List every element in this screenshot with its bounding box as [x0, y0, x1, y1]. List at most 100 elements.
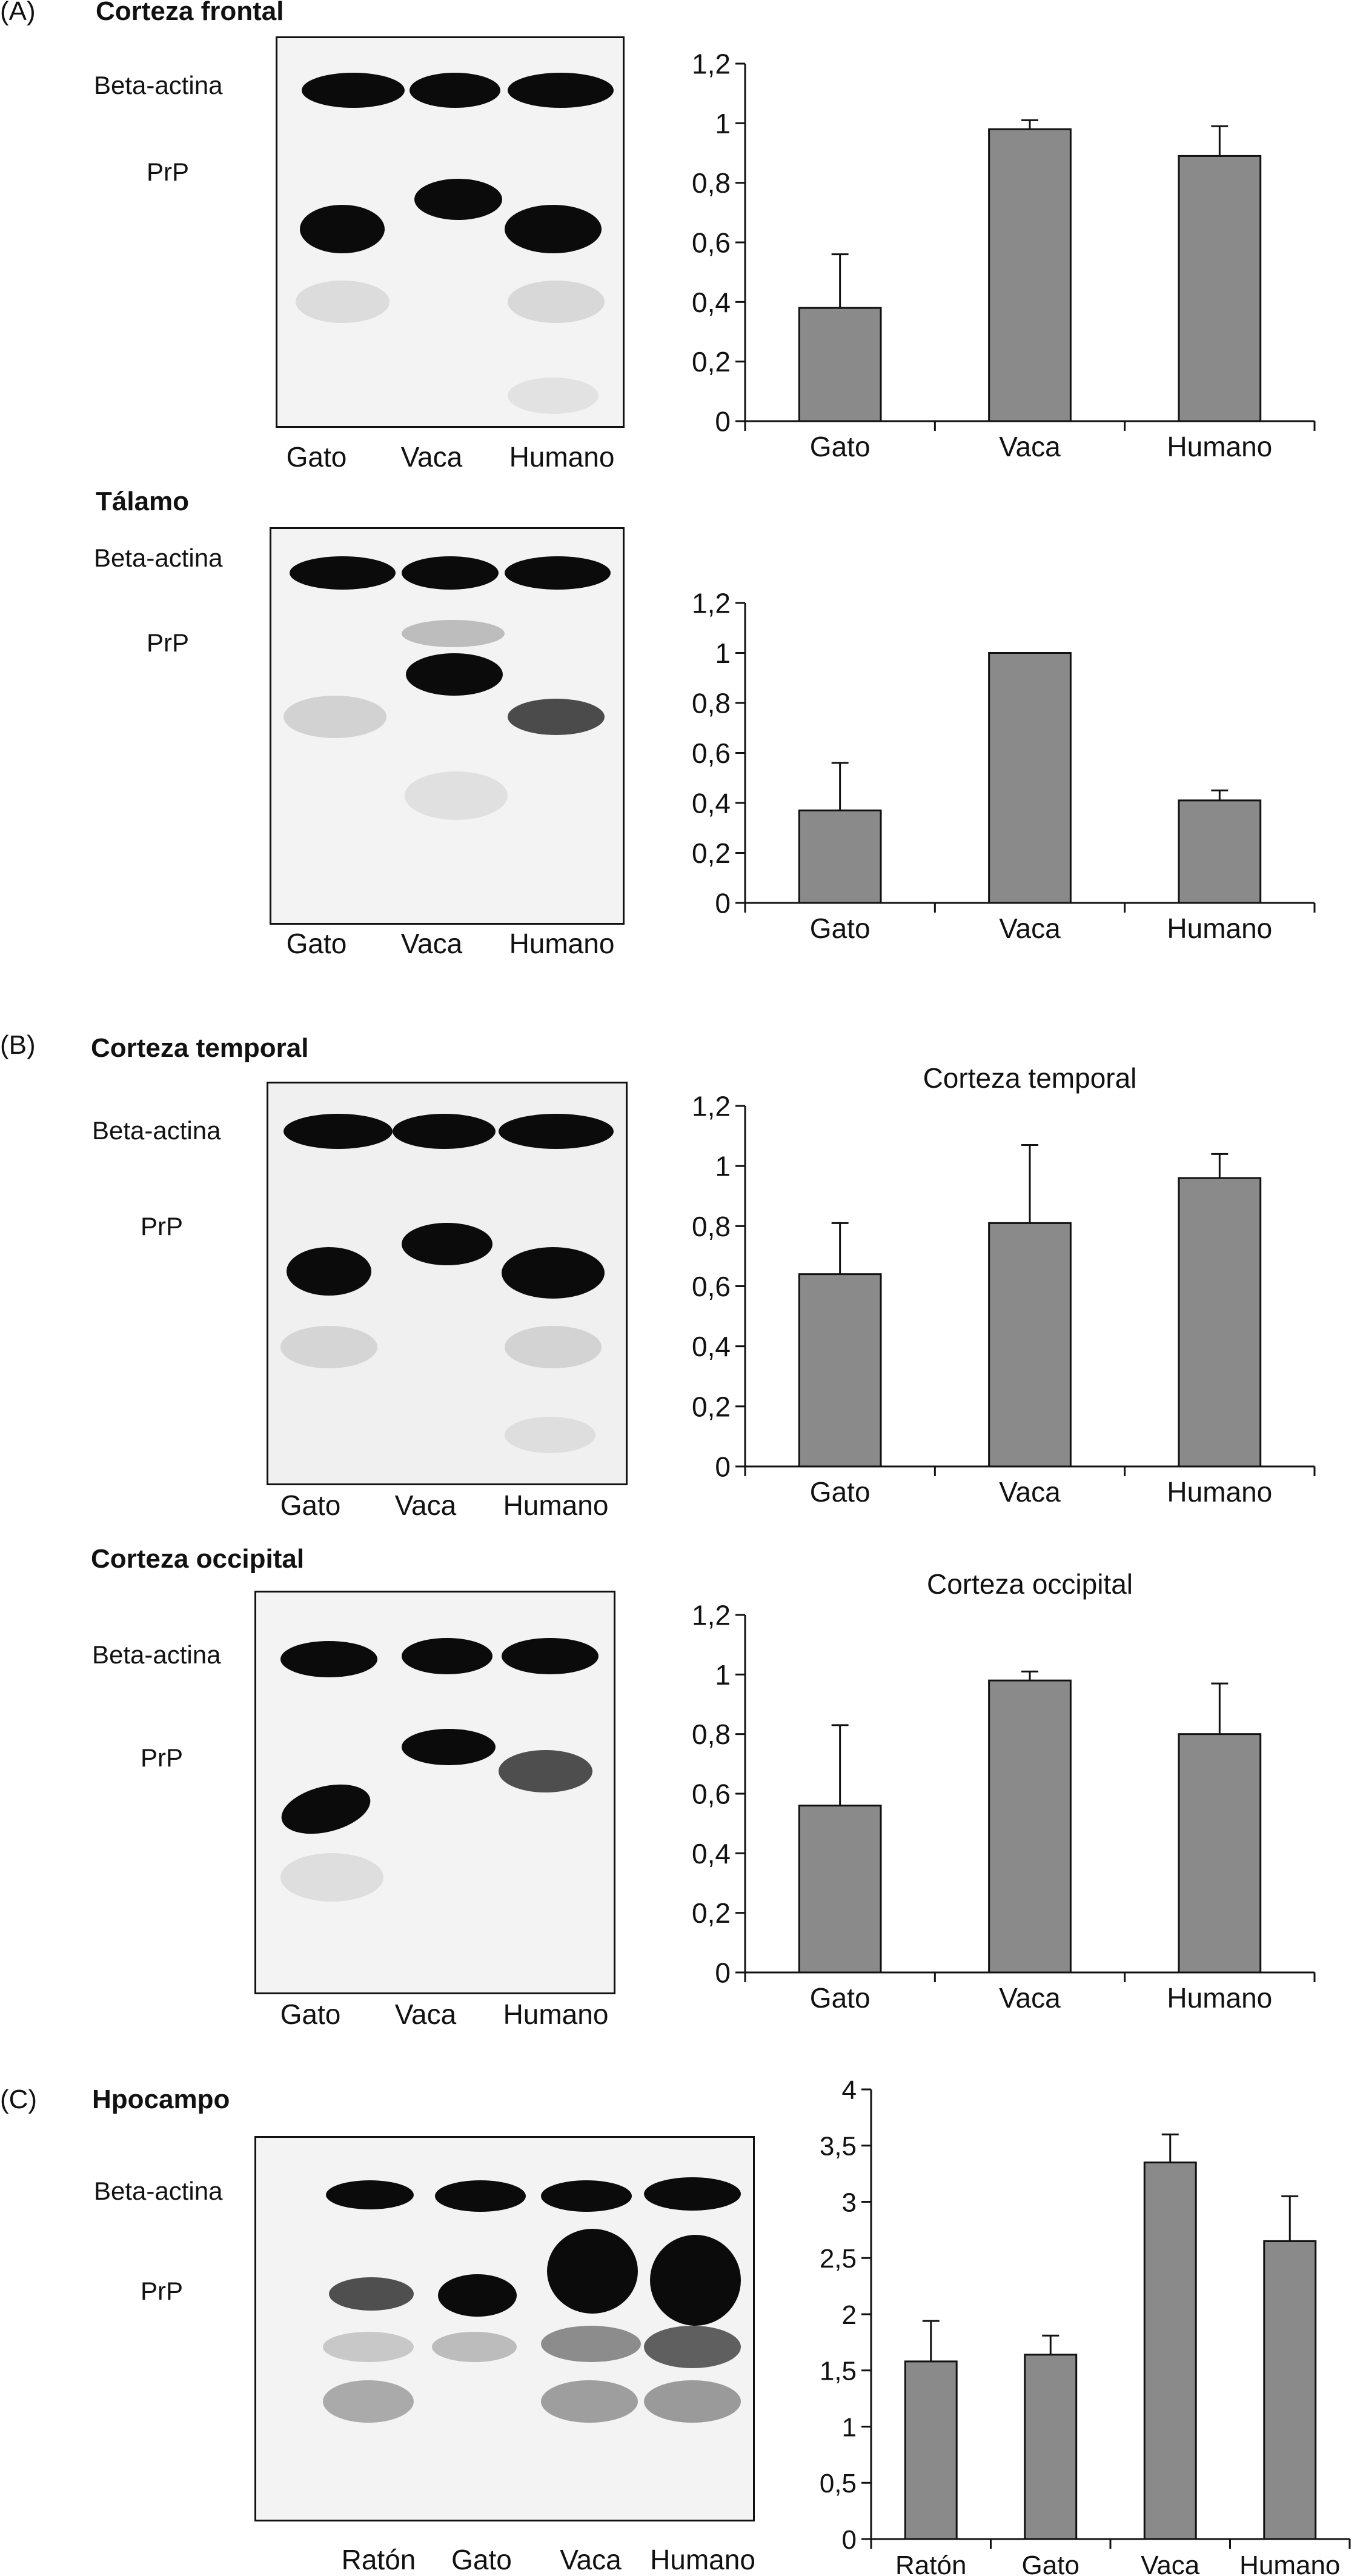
- y-tick-label: 0,6: [692, 1271, 731, 1302]
- bar: [798, 1805, 882, 1974]
- x-tick-label: Vaca: [999, 431, 1061, 462]
- y-tick-label: 3: [842, 2188, 857, 2217]
- lane-label: Humano: [503, 1489, 609, 1521]
- x-tick-label: Vaca: [1141, 2551, 1200, 2575]
- x-tick-label: Gato: [1022, 2551, 1079, 2575]
- prp-label: PrP: [141, 1212, 184, 1240]
- y-tick-label: 0,8: [692, 688, 731, 719]
- bar-chart-hpocampo: 0 0,5 1 1,5 2 2,5 3 3,5 4 Ratón Gato Vaca Humano: [820, 2075, 1351, 2575]
- y-tick-label: 0,4: [692, 287, 731, 318]
- lane-label: Ratón: [341, 2544, 416, 2575]
- western-blot-image: [270, 527, 625, 925]
- bar: [988, 1679, 1072, 1974]
- bar: [988, 128, 1072, 422]
- x-tick-label: Humano: [1167, 1476, 1272, 1508]
- y-tick-label: 4: [842, 2075, 857, 2105]
- x-tick-label: Ratón: [895, 2551, 966, 2575]
- bar-chart-talamo: 0 0,2 0,4 0,6 0,8 1 1,2 Gato Vaca Humano: [692, 588, 1316, 944]
- y-tick-label: 0,2: [692, 346, 731, 378]
- x-tick-label: Humano: [1167, 913, 1272, 944]
- bar-chart-corteza-frontal: 0 0,2 0,4 0,6 0,8 1 1,2 Gato Vaca Humano: [692, 48, 1316, 462]
- lane-label: Vaca: [400, 928, 463, 959]
- panel-label-c: (C): [0, 2085, 38, 2114]
- y-tick-label: 0,4: [692, 1331, 731, 1362]
- bar: [1024, 2354, 1078, 2540]
- heading-talamo: Tálamo: [96, 487, 190, 516]
- bar: [1143, 2162, 1197, 2540]
- prp-label: PrP: [141, 1743, 184, 1772]
- lane-label: Humano: [509, 441, 615, 473]
- western-blot-image: [267, 1082, 628, 1485]
- x-tick-label: Vaca: [999, 913, 1061, 944]
- lane-label: Gato: [286, 928, 347, 959]
- lane-label: Vaca: [394, 1489, 457, 1521]
- x-tick-label: Vaca: [999, 1982, 1061, 2014]
- y-tick-label: 0,5: [820, 2469, 857, 2498]
- heading-corteza-occipital: Corteza occipital: [91, 1544, 305, 1574]
- x-tick-label: Humano: [1239, 2551, 1340, 2575]
- panel-label-a: (A): [0, 0, 36, 26]
- y-tick-label: 0,2: [692, 837, 731, 869]
- lane-label: Vaca: [394, 1999, 457, 2030]
- y-tick-label: 0,4: [692, 788, 731, 819]
- lane-label: Gato: [451, 2544, 512, 2575]
- y-tick-label: 0: [715, 406, 731, 438]
- x-tick-label: Gato: [810, 1982, 871, 2014]
- y-tick-label: 0,2: [692, 1391, 731, 1422]
- western-blot-image: [254, 1591, 615, 1994]
- bar: [904, 2360, 958, 2540]
- lane-label: Humano: [509, 928, 615, 959]
- y-tick-label: 1,2: [692, 588, 731, 619]
- bar: [1178, 799, 1262, 904]
- western-blot-image: [254, 2136, 755, 2521]
- bar: [798, 307, 882, 422]
- prp-label: PrP: [147, 628, 190, 657]
- y-tick-label: 1,2: [692, 1600, 731, 1631]
- western-blot-image: [276, 36, 625, 428]
- beta-actin-label: Beta-actina: [92, 1116, 221, 1145]
- lane-label: Gato: [286, 441, 347, 473]
- y-tick-label: 0,2: [692, 1897, 731, 1929]
- y-tick-label: 1,2: [692, 48, 731, 80]
- y-tick-label: 1: [715, 637, 731, 669]
- y-tick-label: 0,8: [692, 167, 731, 199]
- lane-label: Gato: [280, 1999, 341, 2030]
- x-tick-label: Gato: [810, 431, 871, 462]
- y-tick-label: 0,6: [692, 737, 731, 769]
- y-tick-label: 1: [842, 2412, 857, 2442]
- x-tick-label: Gato: [810, 913, 871, 944]
- beta-actin-label: Beta-actina: [94, 71, 223, 99]
- y-tick-label: 1: [715, 1659, 731, 1691]
- y-tick-label: 1: [715, 108, 731, 139]
- y-tick-label: 0: [842, 2525, 857, 2555]
- y-tick-label: 1: [715, 1151, 731, 1182]
- lane-label: Humano: [650, 2544, 755, 2575]
- y-tick-label: 3,5: [820, 2132, 857, 2162]
- bar: [798, 809, 882, 904]
- y-tick-label: 2: [842, 2300, 857, 2330]
- y-tick-label: 2,5: [820, 2244, 857, 2274]
- bar: [988, 652, 1072, 904]
- lane-label: Humano: [503, 1999, 609, 2030]
- bar-chart-corteza-occipital: Corteza occipital 0 0,2 0,4 0,6 0,8 1 1,2 Gato Va…: [692, 1568, 1316, 2014]
- bar: [798, 1273, 882, 1468]
- heading-corteza-frontal: Corteza frontal: [96, 0, 284, 26]
- x-tick-label: Gato: [810, 1476, 871, 1508]
- y-tick-label: 0: [715, 1451, 731, 1483]
- bar: [1178, 1177, 1262, 1468]
- y-tick-label: 0,6: [692, 227, 731, 259]
- bar: [1178, 155, 1262, 422]
- lane-label: Vaca: [400, 441, 463, 473]
- chart-title: Corteza temporal: [923, 1062, 1137, 1094]
- bar: [1263, 2240, 1317, 2540]
- y-tick-label: 1,2: [692, 1091, 731, 1122]
- panel-label-b: (B): [0, 1030, 36, 1060]
- beta-actin-label: Beta-actina: [92, 1640, 221, 1669]
- bar: [988, 1222, 1072, 1468]
- x-tick-label: Humano: [1167, 431, 1272, 462]
- heading-corteza-temporal: Corteza temporal: [91, 1033, 309, 1063]
- prp-label: PrP: [147, 158, 190, 186]
- x-tick-label: Humano: [1167, 1982, 1272, 2014]
- lane-label: Vaca: [560, 2544, 622, 2575]
- y-tick-label: 0: [715, 1957, 731, 1989]
